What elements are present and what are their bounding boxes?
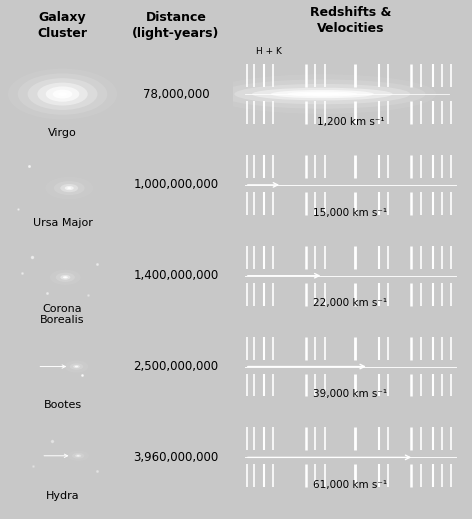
Text: H + K: H + K xyxy=(256,47,282,56)
Ellipse shape xyxy=(75,454,81,457)
Text: 1,000,000,000: 1,000,000,000 xyxy=(133,179,219,192)
Ellipse shape xyxy=(70,363,83,370)
Text: Bootes: Bootes xyxy=(43,400,82,410)
Text: Distance
(light-years): Distance (light-years) xyxy=(132,11,219,40)
Ellipse shape xyxy=(65,186,74,190)
Text: 1,200 km s⁻¹: 1,200 km s⁻¹ xyxy=(317,117,384,127)
Text: 15,000 km s⁻¹: 15,000 km s⁻¹ xyxy=(313,208,388,217)
Ellipse shape xyxy=(73,365,80,368)
Ellipse shape xyxy=(56,272,75,282)
Ellipse shape xyxy=(75,366,78,367)
Text: Virgo: Virgo xyxy=(48,128,77,138)
Ellipse shape xyxy=(209,74,436,114)
Text: Galaxy
Cluster: Galaxy Cluster xyxy=(38,11,87,40)
Ellipse shape xyxy=(64,277,67,278)
Ellipse shape xyxy=(53,90,72,99)
Ellipse shape xyxy=(60,184,78,192)
Ellipse shape xyxy=(58,92,67,96)
Ellipse shape xyxy=(287,91,357,97)
Text: 22,000 km s⁻¹: 22,000 km s⁻¹ xyxy=(313,298,388,308)
Text: Corona
Borealis: Corona Borealis xyxy=(40,304,85,325)
Ellipse shape xyxy=(77,455,80,456)
Text: 61,000 km s⁻¹: 61,000 km s⁻¹ xyxy=(313,480,388,490)
Text: 39,000 km s⁻¹: 39,000 km s⁻¹ xyxy=(313,389,388,399)
Ellipse shape xyxy=(18,73,107,115)
Text: Ursa Major: Ursa Major xyxy=(33,218,93,228)
Ellipse shape xyxy=(72,453,84,459)
Ellipse shape xyxy=(63,276,68,278)
Ellipse shape xyxy=(60,275,70,280)
Text: Redshifts &
Velocities: Redshifts & Velocities xyxy=(310,6,391,35)
Ellipse shape xyxy=(27,78,98,110)
Ellipse shape xyxy=(301,92,344,95)
Text: 2,500,000,000: 2,500,000,000 xyxy=(133,360,219,373)
Ellipse shape xyxy=(67,187,71,189)
Text: 78,000,000: 78,000,000 xyxy=(143,88,209,101)
Ellipse shape xyxy=(65,361,88,373)
Ellipse shape xyxy=(54,181,84,195)
Ellipse shape xyxy=(67,450,89,461)
Text: 1,400,000,000: 1,400,000,000 xyxy=(133,269,219,282)
Ellipse shape xyxy=(45,177,93,199)
Ellipse shape xyxy=(37,83,88,105)
Ellipse shape xyxy=(271,90,374,98)
Ellipse shape xyxy=(252,88,393,101)
Ellipse shape xyxy=(46,87,79,102)
Ellipse shape xyxy=(234,84,410,104)
Text: 3,960,000,000: 3,960,000,000 xyxy=(133,451,219,464)
Ellipse shape xyxy=(50,270,81,285)
Ellipse shape xyxy=(8,69,117,119)
Ellipse shape xyxy=(219,79,426,108)
Text: Hydra: Hydra xyxy=(46,491,79,501)
